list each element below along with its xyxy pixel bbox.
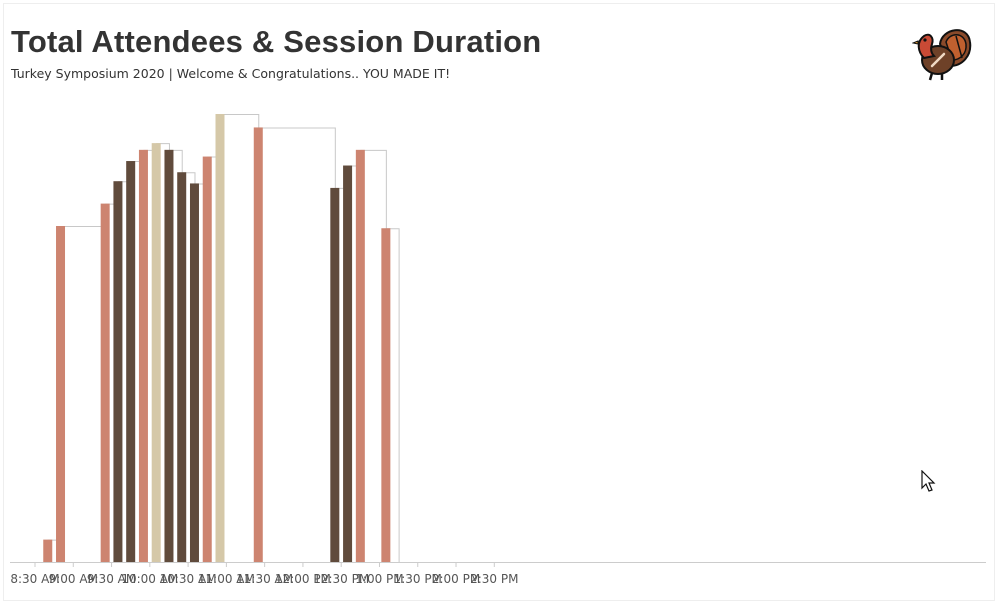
x-tick-label: 9:30 AM	[87, 572, 136, 586]
attendee-bar	[215, 114, 225, 562]
session-duration-connector	[60, 226, 107, 562]
x-tick-label: 9:00 AM	[49, 572, 98, 586]
x-tick-label: 1:30 PM	[394, 572, 442, 586]
x-tick-label: 12:00 PM	[275, 572, 331, 586]
x-tick-label: 8:30 AM	[10, 572, 59, 586]
attendee-bar	[253, 127, 263, 562]
attendee-bar	[100, 203, 110, 562]
attendee-bar	[381, 228, 391, 563]
attendee-bar	[343, 165, 353, 562]
attendee-bar	[126, 161, 136, 563]
session-duration-connector	[258, 127, 336, 562]
attendee-bar	[43, 539, 53, 562]
attendee-bar	[151, 143, 161, 562]
chart-title: Total Attendees & Session Duration	[11, 24, 542, 59]
chart-subtitle: Turkey Symposium 2020 | Welcome & Congra…	[11, 66, 451, 81]
x-tick-label: 11:00 AM	[198, 572, 255, 586]
attendee-bar	[138, 149, 148, 562]
x-tick-label: 11:30 AM	[236, 572, 293, 586]
attendee-bar	[56, 226, 66, 562]
attendee-bar	[189, 183, 199, 562]
x-tick-label: 10:00 AM	[121, 572, 178, 586]
attendee-bar	[113, 181, 123, 562]
session-duration-connector	[219, 114, 260, 562]
dashboard-frame	[3, 3, 995, 601]
x-tick-label: 1:00 PM	[355, 572, 403, 586]
turkey-icon	[912, 29, 972, 81]
attendee-bar	[202, 156, 212, 562]
attendee-bar	[177, 172, 187, 563]
attendee-bar	[355, 149, 365, 562]
x-tick-label: 2:00 PM	[432, 572, 480, 586]
x-tick-label: 12:30 PM	[313, 572, 369, 586]
cursor-icon	[921, 470, 936, 492]
attendee-bar	[330, 187, 340, 563]
attendee-bar	[164, 149, 174, 562]
x-tick-label: 2:30 PM	[470, 572, 518, 586]
x-tick-label: 10:30 AM	[160, 572, 217, 586]
